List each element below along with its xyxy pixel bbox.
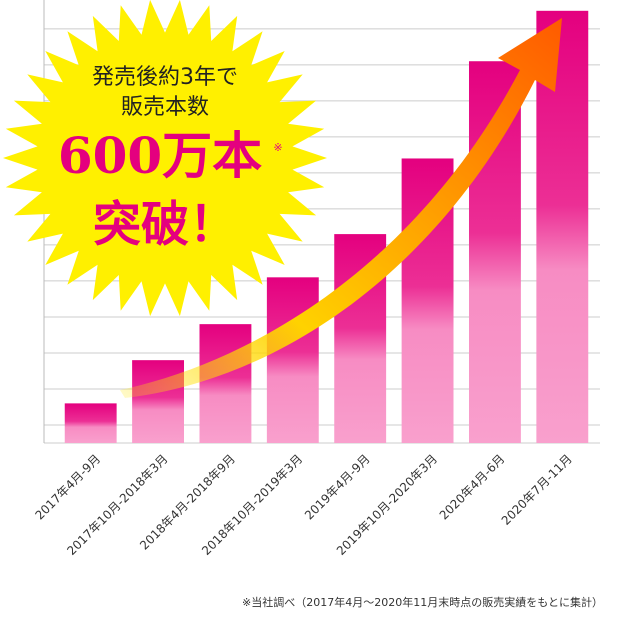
bar bbox=[199, 324, 252, 443]
bar bbox=[64, 403, 117, 443]
x-tick-label: 2020年7月-11月 bbox=[499, 452, 575, 528]
badge-line: 発売後約3年で bbox=[92, 65, 238, 90]
bar bbox=[266, 277, 319, 443]
x-tick-label: 2020年4月-6月 bbox=[437, 452, 508, 523]
badge-mark: ※ bbox=[273, 141, 282, 154]
badge-headline: 600万本 bbox=[58, 126, 262, 185]
growth-arrow bbox=[120, 18, 562, 398]
badge-line: 突破！ bbox=[93, 197, 237, 253]
x-tick-label: 2019年4月-9月 bbox=[302, 452, 373, 523]
badge-line: 販売本数 bbox=[121, 95, 209, 120]
footnote: ※当社調べ（2017年4月〜2020年11月末時点の販売実績をもとに集計） bbox=[242, 595, 603, 609]
starburst bbox=[3, 0, 327, 317]
x-tick-label: 2017年4月-9月 bbox=[32, 452, 103, 523]
bar bbox=[132, 360, 185, 443]
